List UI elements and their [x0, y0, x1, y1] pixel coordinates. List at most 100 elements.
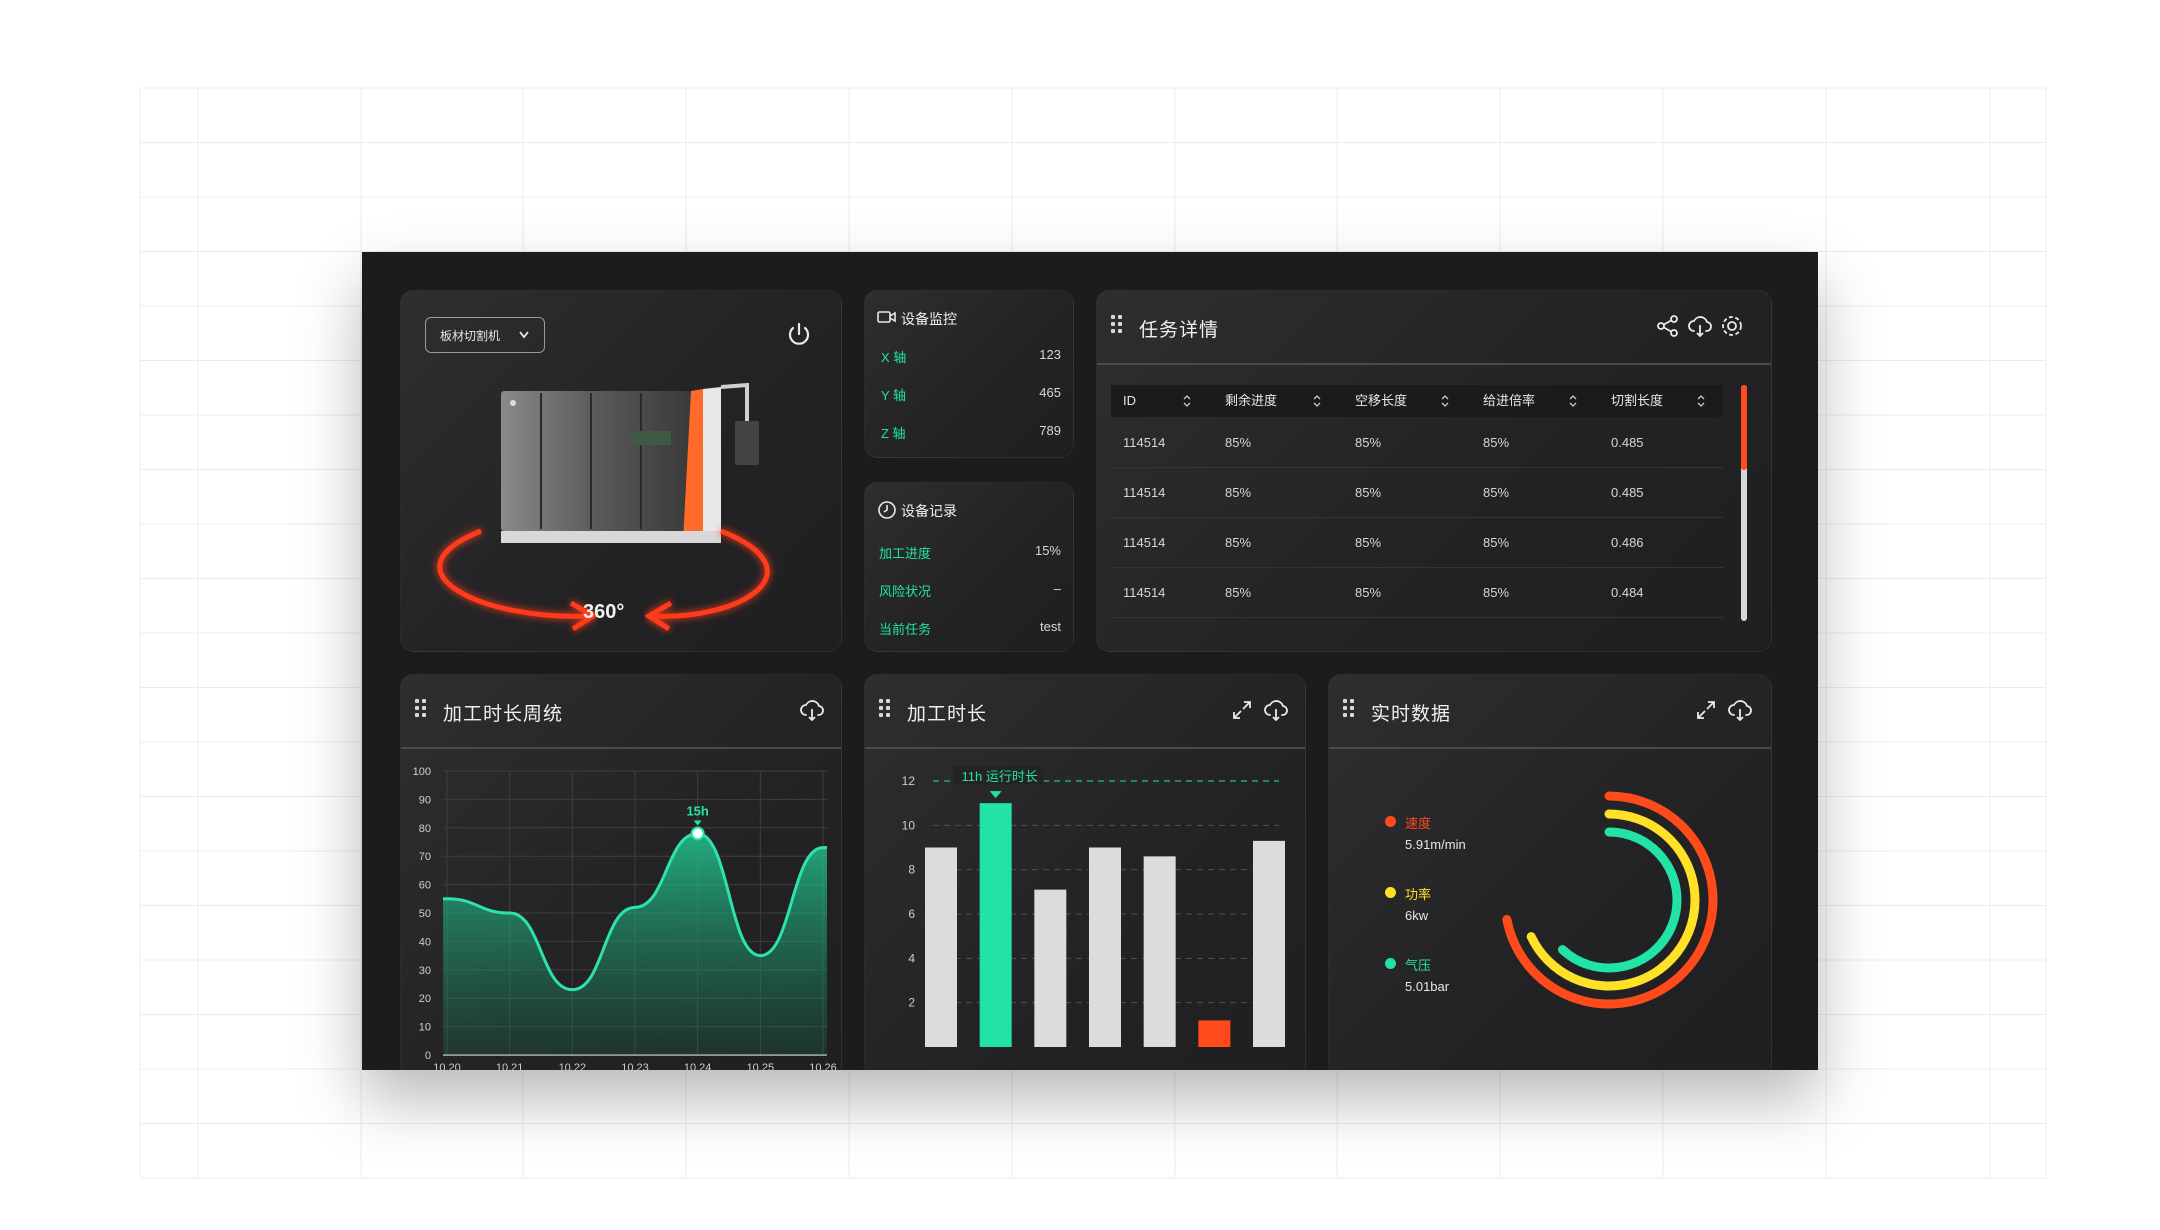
table-row[interactable]: 114514 85% 85% 85% 0.485: [1111, 417, 1723, 468]
monitor-label-z: Z 轴: [881, 426, 906, 441]
sort-icon[interactable]: [1441, 394, 1449, 408]
records-label-task: 当前任务: [879, 622, 932, 637]
realtime-card: 实时数据 速度 5.91m/min 功率 6kw 气压: [1328, 674, 1772, 1070]
power-icon[interactable]: [785, 321, 813, 349]
annotation-marker: [693, 820, 702, 826]
bar[interactable]: [925, 847, 957, 1048]
col-idle-length[interactable]: 空移长度: [1355, 393, 1408, 408]
table-cell: 85%: [1483, 435, 1510, 450]
y-tick-label: 100: [413, 766, 431, 778]
y-tick-label: 60: [419, 880, 431, 892]
series-line: [443, 831, 827, 992]
y-tick-label: 8: [908, 863, 915, 877]
y-tick-label: 30: [419, 965, 431, 977]
y-tick-label: 2: [908, 996, 915, 1010]
legend-dot: [1385, 816, 1396, 827]
machine-select-label: 板材切割机: [440, 329, 501, 343]
sort-icon[interactable]: [1569, 394, 1577, 408]
sort-icon[interactable]: [1183, 394, 1191, 408]
table-cell: 85%: [1225, 535, 1252, 550]
scrollbar-thumb[interactable]: [1741, 385, 1747, 470]
highlight-point[interactable]: [690, 826, 705, 841]
table-row[interactable]: 114514 85% 85% 85% 0.486: [1111, 517, 1723, 568]
col-remaining[interactable]: 剩余进度: [1225, 393, 1278, 408]
records-label-risk: 风险状况: [879, 584, 932, 599]
area-chart: 0 10 20 30 40 50 60 70 80 90 100 10.20 10.21 10.22 10.…: [413, 766, 837, 1070]
y-tick-label: 20: [419, 993, 431, 1005]
table-cell: 0.485: [1611, 435, 1644, 450]
radial-arc[interactable]: [1502, 791, 1718, 1009]
col-cut-length[interactable]: 切割长度: [1611, 393, 1664, 408]
bar[interactable]: [1034, 889, 1067, 1047]
reference-label-bg: [953, 766, 1044, 784]
sort-icon[interactable]: [1697, 394, 1705, 408]
table-cell: 85%: [1483, 585, 1510, 600]
cloud-download-icon[interactable]: [1687, 313, 1713, 339]
sort-icon[interactable]: [1313, 394, 1321, 408]
radial-arc[interactable]: [1526, 809, 1700, 991]
table-row[interactable]: 114514 85% 85% 85% 0.484: [1111, 567, 1723, 618]
gear-icon[interactable]: [1719, 313, 1745, 339]
table-cell: 85%: [1483, 485, 1510, 500]
records-value-risk: –: [1053, 581, 1061, 596]
drag-handle-icon[interactable]: [1111, 315, 1123, 335]
bar[interactable]: [1143, 856, 1176, 1047]
reference-label: 11h 运行时长: [961, 769, 1037, 784]
y-tick-label: 40: [419, 936, 431, 948]
task-card: 任务详情 ID 剩余进度: [1096, 290, 1772, 652]
table-cell: 0.484: [1611, 585, 1644, 600]
weekly-card-header: 加工时长周统: [401, 675, 841, 749]
legend-label: 速度: [1405, 816, 1432, 831]
share-icon[interactable]: [1655, 313, 1681, 339]
radial-chart: [1502, 791, 1718, 1009]
col-id[interactable]: ID: [1123, 393, 1136, 408]
clock-icon: [878, 501, 896, 519]
monitor-label-y: Y 轴: [881, 388, 907, 403]
drag-handle-icon[interactable]: [879, 699, 891, 719]
x-tick-label: 10.25: [747, 1062, 775, 1070]
monitor-title: 设备监控: [901, 311, 957, 327]
cloud-download-icon[interactable]: [1263, 697, 1289, 723]
col-feed-rate[interactable]: 给进倍率: [1483, 393, 1536, 408]
table-cell: 85%: [1355, 435, 1382, 450]
expand-icon[interactable]: [1693, 697, 1719, 723]
y-tick-label: 90: [419, 794, 431, 806]
x-tick-label: 10.21: [496, 1062, 524, 1070]
table-row[interactable]: 114514 85% 85% 85% 0.485: [1111, 467, 1723, 518]
area-fill: [443, 833, 827, 1055]
expand-icon[interactable]: [1229, 697, 1255, 723]
table-cell: 85%: [1355, 485, 1382, 500]
bar[interactable]: [1089, 847, 1121, 1048]
monitor-value-x: 123: [1039, 347, 1061, 362]
monitor-label-x: X 轴: [881, 350, 907, 365]
y-tick-label: 10: [419, 1022, 431, 1034]
cloud-download-icon[interactable]: [799, 697, 825, 723]
bar[interactable]: [979, 803, 1012, 1047]
annotation-label: 15h: [686, 803, 708, 818]
cloud-download-icon[interactable]: [1727, 697, 1753, 723]
rotation-label: 360°: [583, 601, 625, 623]
x-tick-label: 10.20: [433, 1062, 461, 1070]
machine-illustration: [437, 382, 770, 632]
bar[interactable]: [1253, 840, 1285, 1047]
y-tick-label: 80: [419, 823, 431, 835]
monitor-card: 设备监控 X 轴 123 Y 轴 465 Z 轴 789: [864, 290, 1074, 458]
machine-select[interactable]: 板材切割机: [425, 317, 545, 353]
table-cell: 85%: [1225, 485, 1252, 500]
drag-handle-icon[interactable]: [415, 699, 427, 719]
records-title: 设备记录: [901, 503, 957, 519]
table-cell: 0.485: [1611, 485, 1644, 500]
weekly-card: 加工时长周统 0 10 20 30 40 50 60 70 80 90 100 10.20 10.21 1…: [400, 674, 842, 1070]
radial-arc[interactable]: [1557, 827, 1682, 973]
y-tick-label: 10: [902, 818, 916, 832]
dashboard: 板材切割机: [362, 252, 1818, 1070]
table-scrollbar[interactable]: [1741, 385, 1747, 621]
task-card-header: 任务详情: [1097, 291, 1771, 365]
legend-value: 6kw: [1405, 908, 1429, 923]
camera-icon: [877, 311, 896, 323]
bar[interactable]: [1198, 1020, 1231, 1047]
y-tick-label: 70: [419, 851, 431, 863]
drag-handle-icon[interactable]: [1343, 699, 1355, 719]
table-cell: 85%: [1355, 535, 1382, 550]
weekly-title: 加工时长周统: [443, 704, 564, 725]
